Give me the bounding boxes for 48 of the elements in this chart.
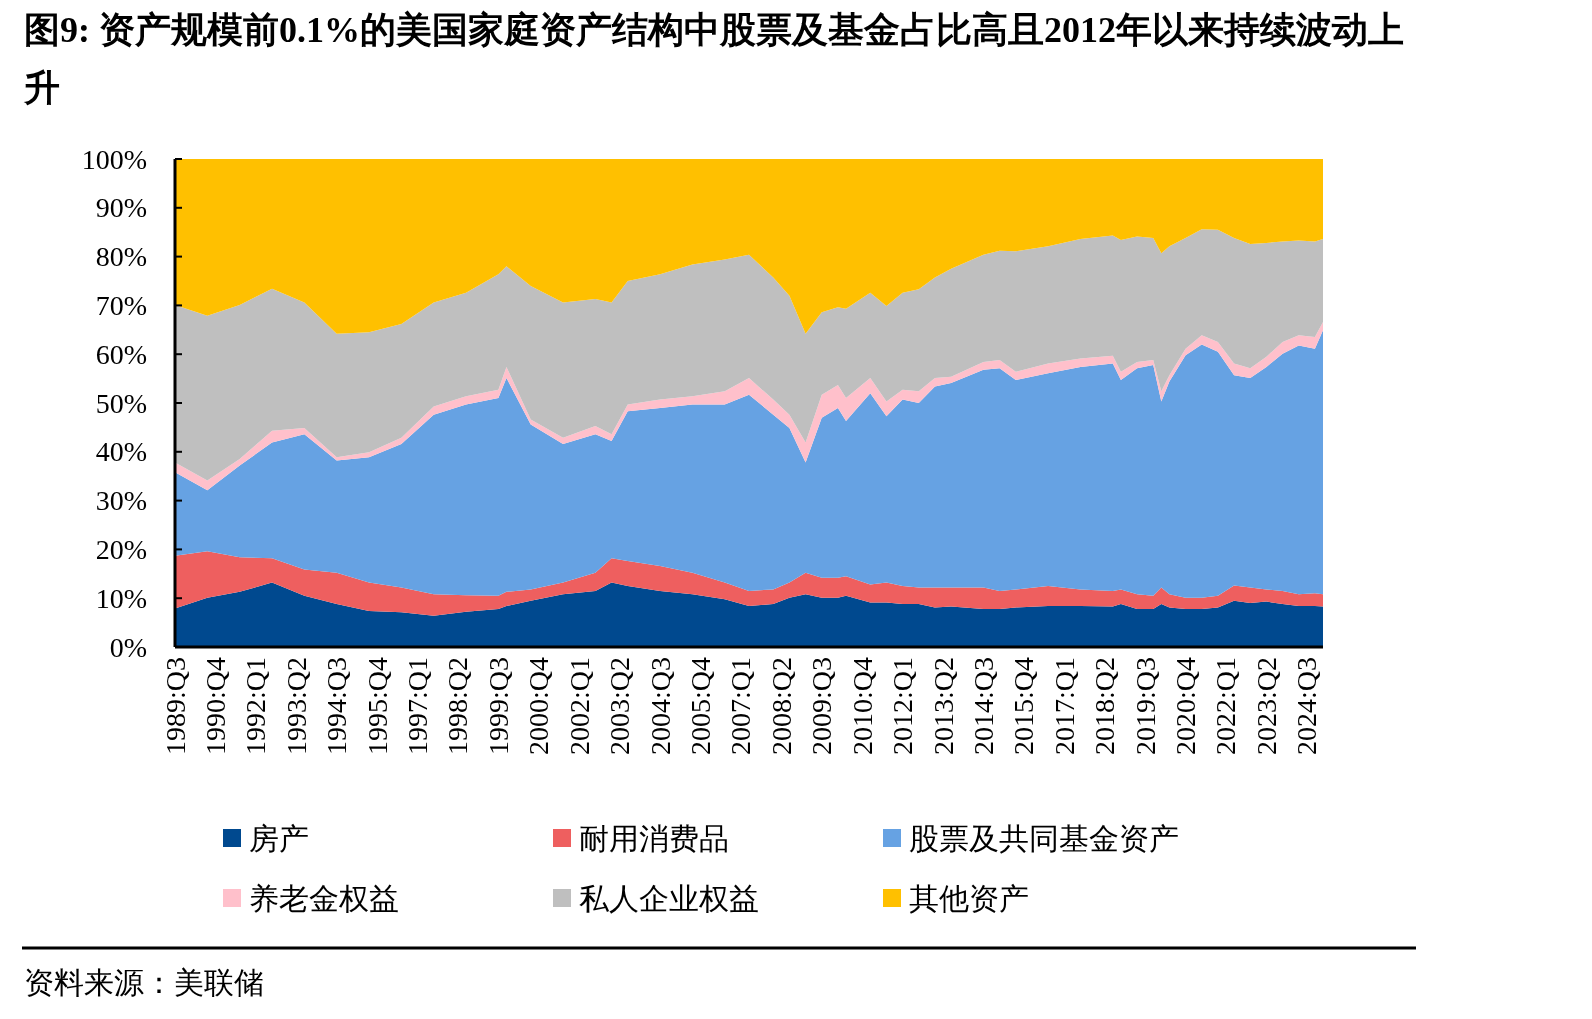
x-tick-label: 2013:Q2 [927, 657, 959, 755]
x-tick-label: 2020:Q4 [1170, 657, 1202, 755]
x-tick-label: 2003:Q2 [604, 657, 636, 755]
x-tick-label: 2019:Q3 [1129, 657, 1161, 755]
x-tick-label: 2015:Q4 [1008, 657, 1040, 755]
x-tick-label: 1992:Q1 [240, 657, 272, 755]
y-tick-label: 40% [95, 436, 147, 468]
x-tick-label: 1998:Q2 [442, 657, 474, 755]
x-tick-label: 2010:Q4 [846, 657, 878, 755]
x-tick-label: 2008:Q2 [765, 657, 797, 755]
x-tick-label: 1995:Q4 [361, 657, 393, 755]
x-tick-label: 2023:Q2 [1250, 657, 1282, 755]
y-tick-label: 60% [95, 338, 147, 370]
x-tick-label: 2009:Q3 [806, 657, 838, 755]
x-tick-label: 2018:Q2 [1089, 657, 1121, 755]
x-tick-label: 2002:Q1 [563, 657, 595, 755]
legend-label: 房产 [249, 821, 309, 855]
x-tick-label: 2024:Q3 [1291, 657, 1323, 755]
x-tick-label: 2012:Q1 [887, 657, 919, 755]
x-tick-label: 2014:Q3 [967, 657, 999, 755]
x-tick-label: 2022:Q1 [1210, 657, 1242, 755]
y-tick-label: 10% [95, 582, 147, 614]
y-tick-label: 0% [109, 631, 147, 663]
x-tick-label: 1999:Q3 [482, 657, 514, 755]
chart-title: 图9: 资产规模前0.1%的美国家庭资产结构中股票及基金占比高且2012年以来持续波动上升 [23, 10, 1404, 108]
x-tick-label: 2005:Q4 [684, 657, 716, 755]
legend-label: 养老金权益 [249, 881, 399, 915]
y-tick-label: 30% [95, 485, 147, 517]
x-tick-label: 2017:Q1 [1048, 657, 1080, 755]
y-tick-label: 70% [95, 289, 147, 321]
x-tick-label: 2000:Q4 [523, 657, 555, 755]
y-tick-label: 90% [95, 192, 147, 224]
legend-label: 私人企业权益 [579, 881, 759, 915]
x-tick-label: 2004:Q3 [644, 657, 676, 755]
y-tick-label: 80% [95, 241, 147, 273]
y-tick-label: 20% [95, 533, 147, 565]
legend-label: 其他资产 [909, 881, 1029, 915]
x-tick-label: 1997:Q1 [402, 657, 434, 755]
x-tick-label: 1994:Q3 [321, 657, 353, 755]
text: 资料来源：美联储 [24, 965, 264, 999]
y-tick-label: 50% [95, 387, 147, 419]
x-tick-label: 1989:Q3 [159, 657, 191, 755]
legend-label: 耐用消费品 [579, 821, 729, 855]
y-tick-label: 100% [81, 143, 147, 175]
x-tick-label: 2007:Q1 [725, 657, 757, 755]
x-tick-label: 1990:Q4 [199, 657, 231, 755]
x-tick-label: 1993:Q2 [280, 657, 312, 755]
legend-label: 股票及共同基金资产 [909, 821, 1179, 855]
